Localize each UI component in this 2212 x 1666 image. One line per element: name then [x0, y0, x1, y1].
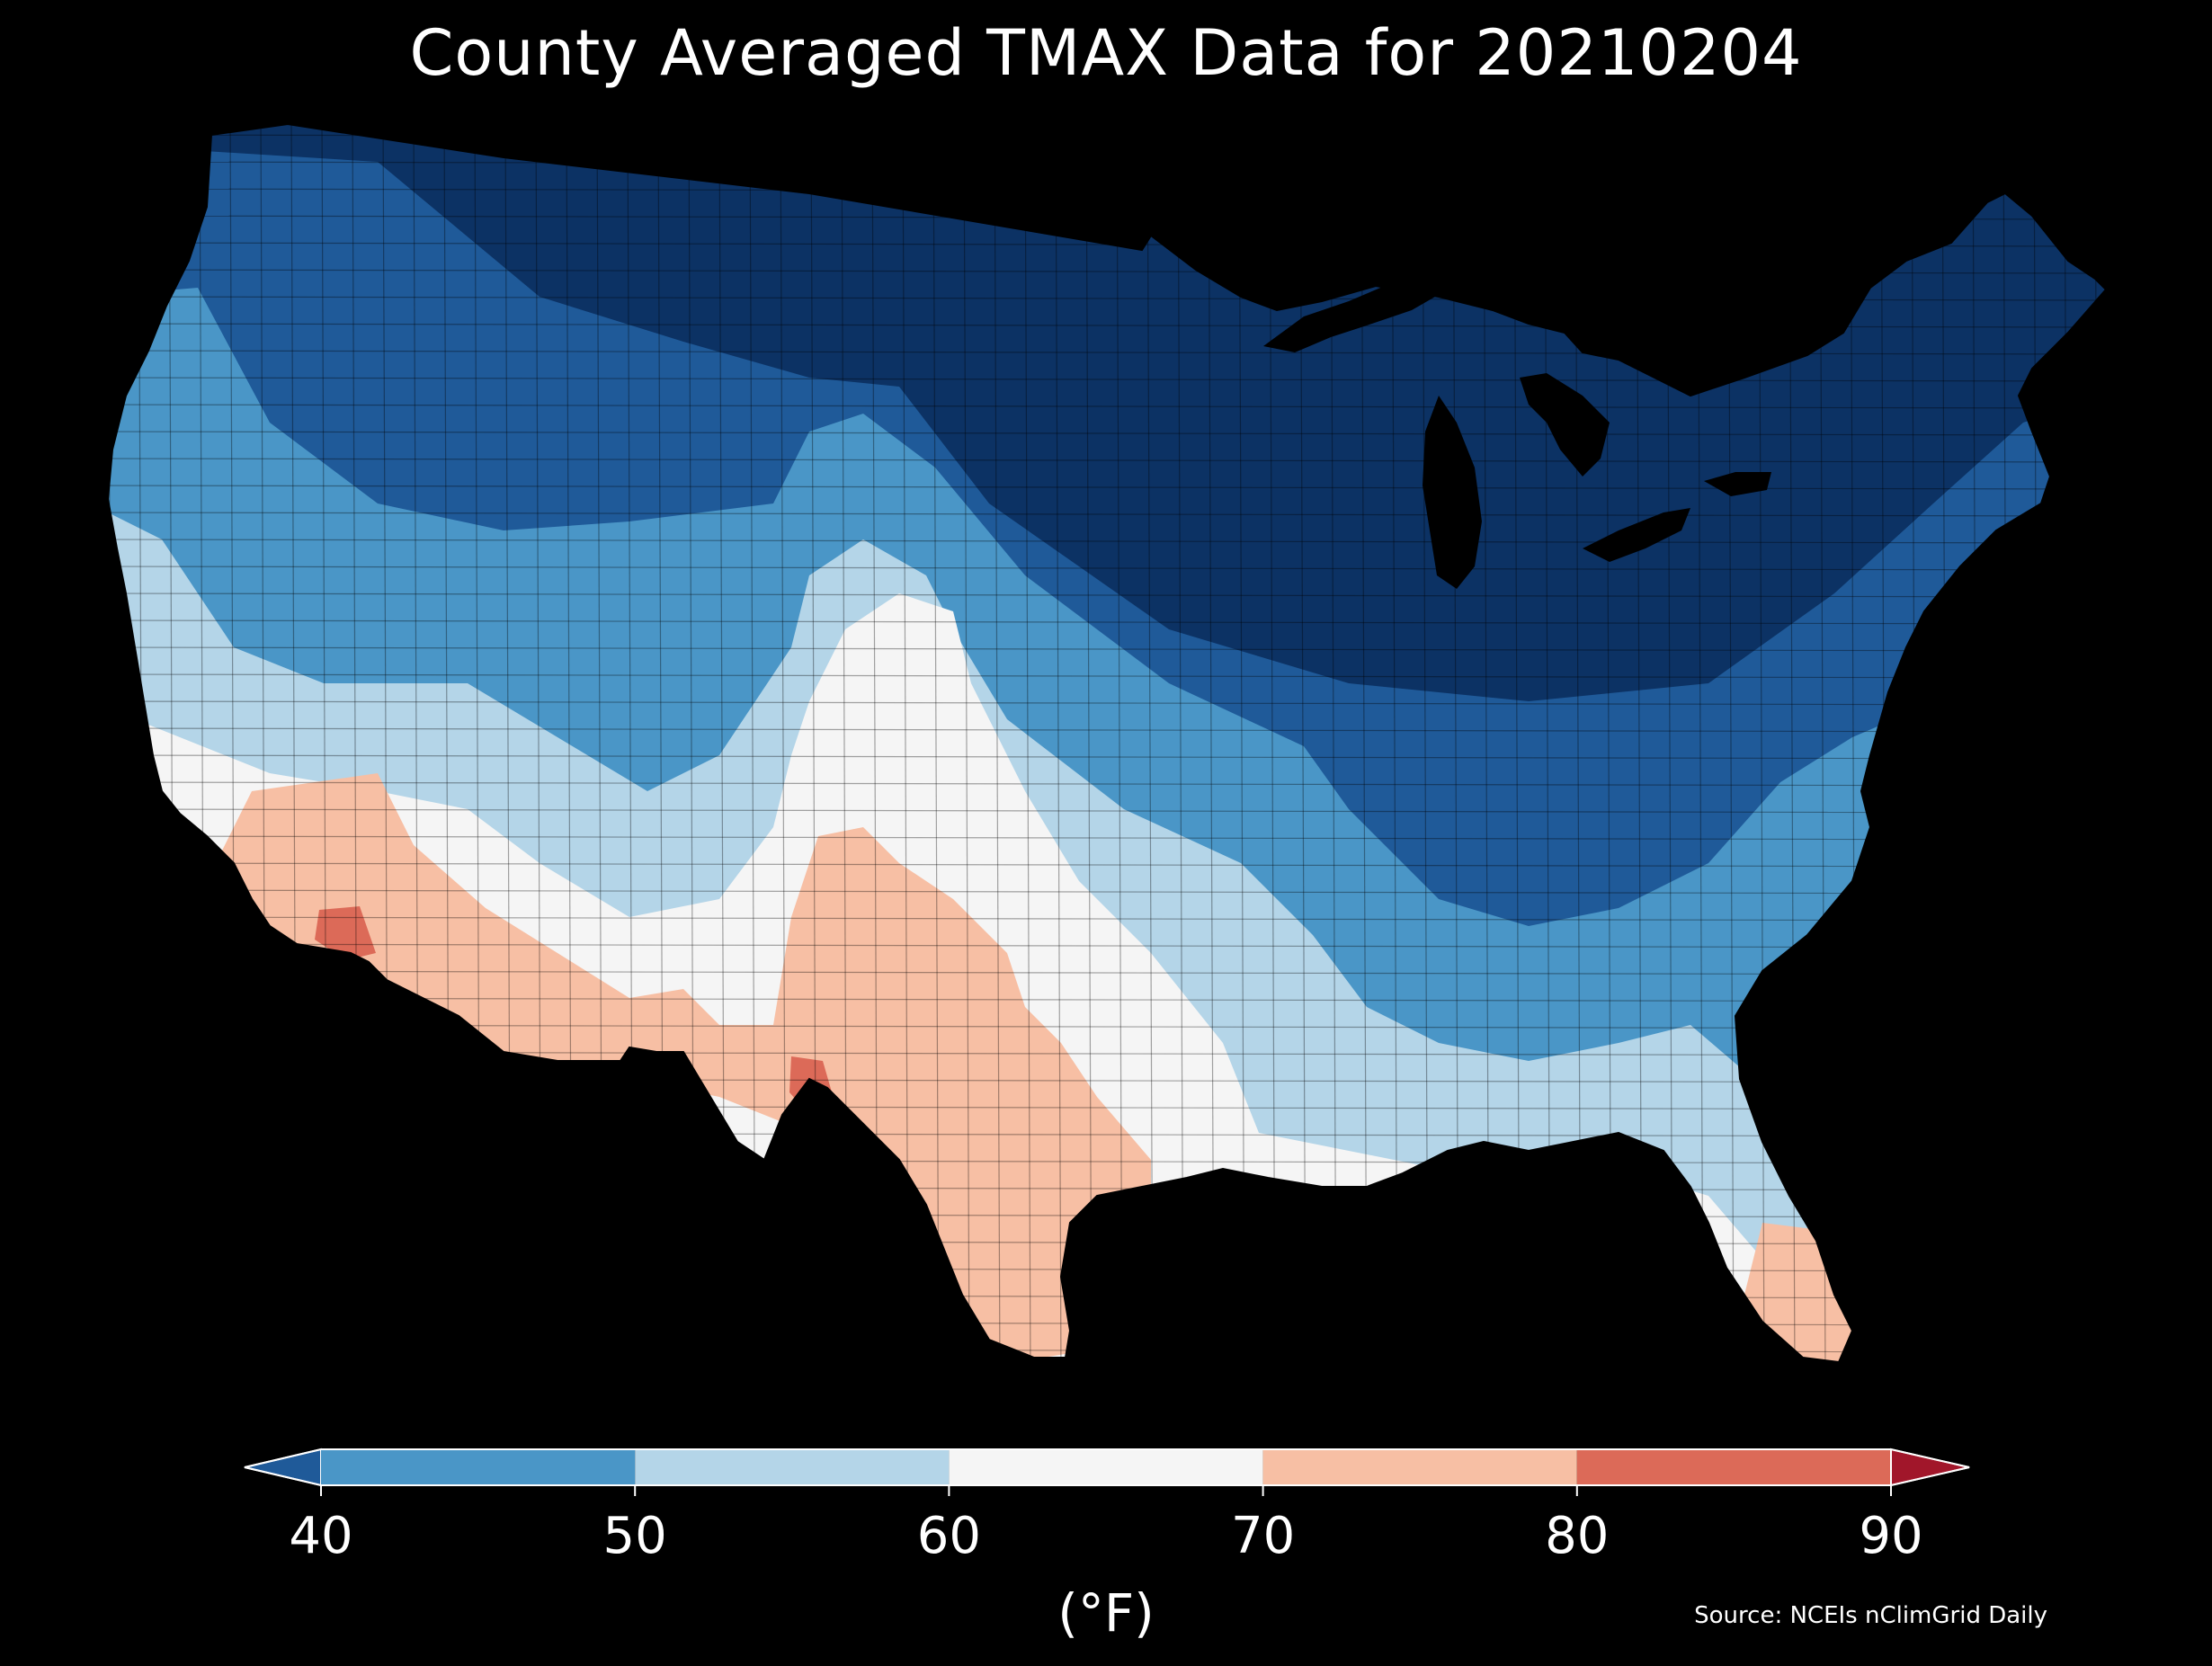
colorbar-over-arrow	[1890, 1448, 1970, 1487]
colorbar-tick-label: 90	[1859, 1507, 1923, 1565]
colorbar-bin	[1576, 1449, 1891, 1485]
source-credit: Source: NCEIs nClimGrid Daily	[1694, 1602, 2047, 1629]
colorbar-unit-label: (°F)	[1057, 1582, 1155, 1644]
colorbar-bin	[1262, 1449, 1577, 1485]
colorbar-under-arrow	[244, 1448, 322, 1487]
colorbar-tick-label: 70	[1230, 1507, 1296, 1565]
colorbar-tick-label: 60	[916, 1507, 982, 1565]
region-hot-sw-arizona	[315, 906, 376, 960]
lake-michigan	[1423, 396, 1482, 589]
great-lakes	[1263, 274, 1771, 589]
colorbar-tick-label: 80	[1545, 1507, 1610, 1565]
map-title: County Averaged TMAX Data for 20210204	[409, 16, 1803, 90]
lake-ontario	[1704, 472, 1771, 496]
colorbar	[244, 1448, 1970, 1496]
lake-superior	[1263, 274, 1448, 352]
colorbar-bin	[635, 1449, 950, 1485]
lake-huron	[1520, 373, 1610, 477]
colorbar-bin	[949, 1449, 1263, 1485]
lake-erie	[1583, 508, 1690, 562]
colorbar-tick-label: 50	[602, 1507, 667, 1565]
colorbar-tick-label: 40	[289, 1507, 353, 1565]
colorbar-bin	[321, 1449, 636, 1485]
